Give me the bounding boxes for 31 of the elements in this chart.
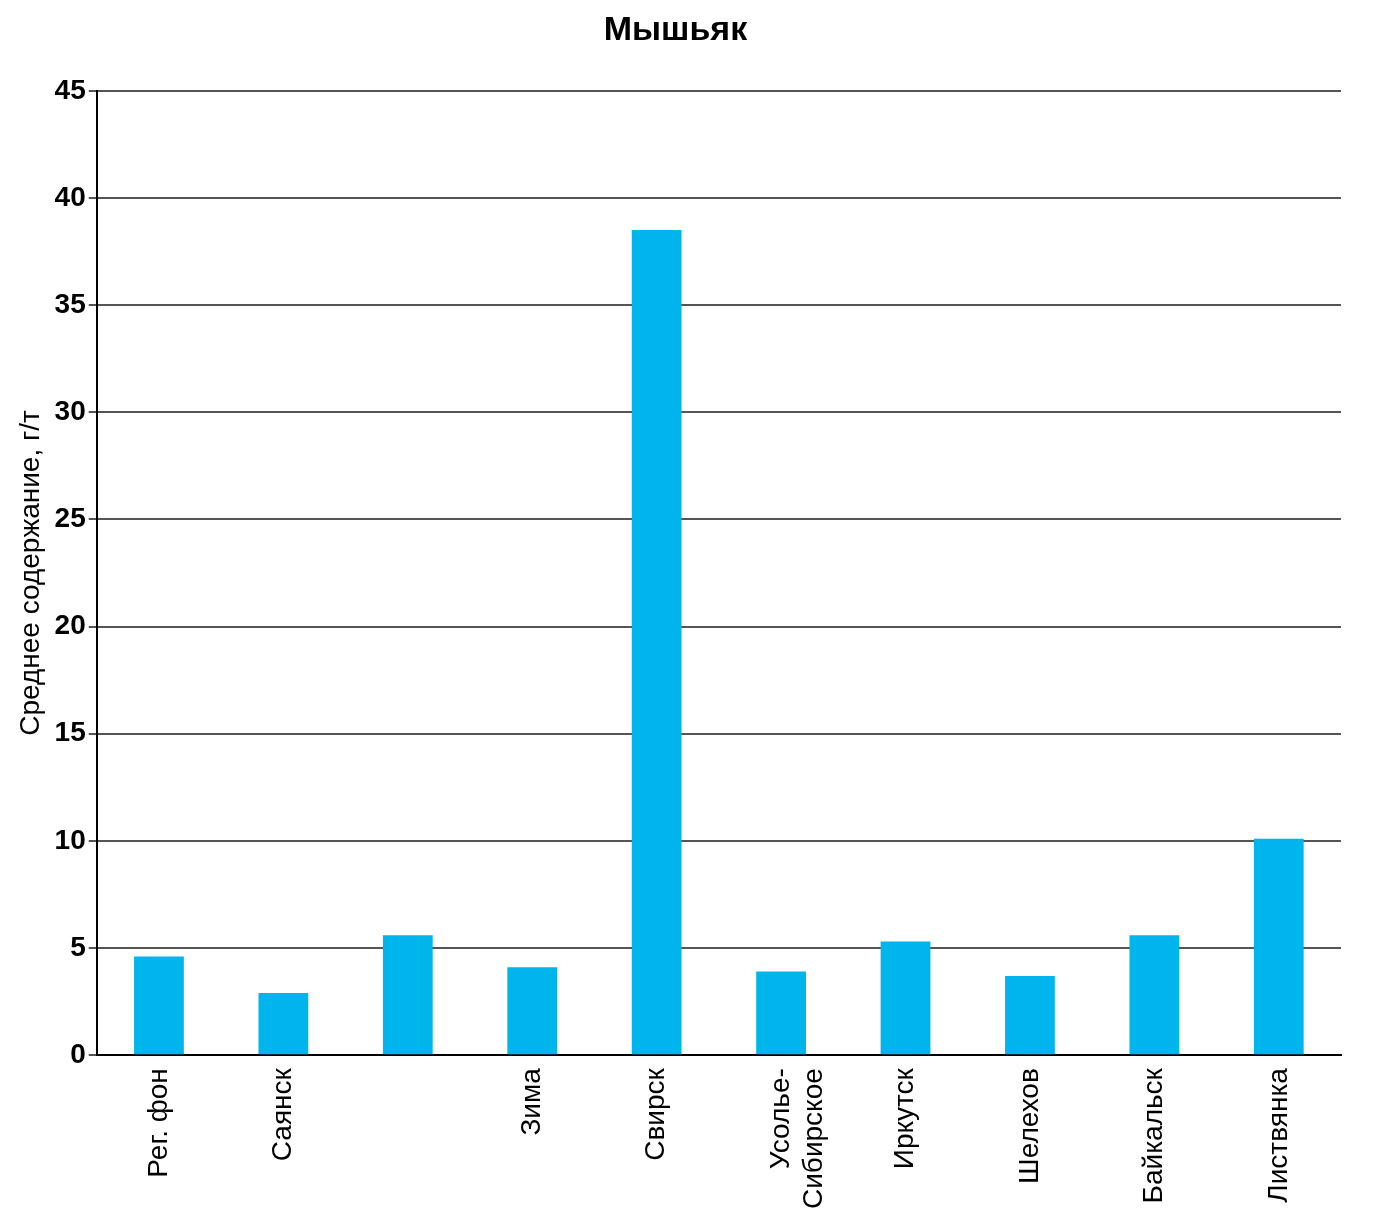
x-tick-label: Листвянка [1261, 1067, 1293, 1203]
y-tick-label: 35 [54, 287, 86, 319]
x-tick-label: Свирск [639, 1067, 671, 1161]
y-tick-label: 25 [54, 502, 86, 534]
bar [1129, 935, 1180, 1055]
y-tick-label: 5 [70, 930, 86, 962]
x-tick-label: Байкальск [1137, 1067, 1169, 1204]
y-tick-label: 45 [54, 73, 86, 105]
bar [1253, 838, 1304, 1055]
bar [258, 993, 309, 1055]
chart-title: Мышьяк [603, 8, 749, 47]
bar [880, 941, 931, 1055]
bar [1005, 975, 1055, 1055]
y-tick-label: 40 [54, 180, 86, 212]
bar [507, 967, 558, 1055]
x-tick-label: Зима [514, 1067, 546, 1136]
y-tick-label: 10 [54, 823, 86, 855]
bar [382, 935, 433, 1055]
y-tick-label: 20 [54, 609, 86, 641]
x-tick-label: Иркутск [888, 1067, 920, 1170]
y-tick-label: 15 [54, 716, 86, 748]
bar [756, 971, 806, 1055]
y-axis-title: Среднее содержание, г/т [13, 410, 45, 736]
x-tick-label: Саянск [266, 1067, 298, 1162]
bar [631, 230, 682, 1055]
x-tick-label: Усолье-Сибирское [763, 1068, 829, 1210]
y-tick-label: 0 [70, 1037, 86, 1069]
bar [134, 956, 184, 1055]
x-tick-label: Рег. фон [141, 1068, 173, 1178]
x-tick-label: Шелехов [1012, 1068, 1044, 1184]
y-tick-label: 30 [54, 394, 86, 426]
